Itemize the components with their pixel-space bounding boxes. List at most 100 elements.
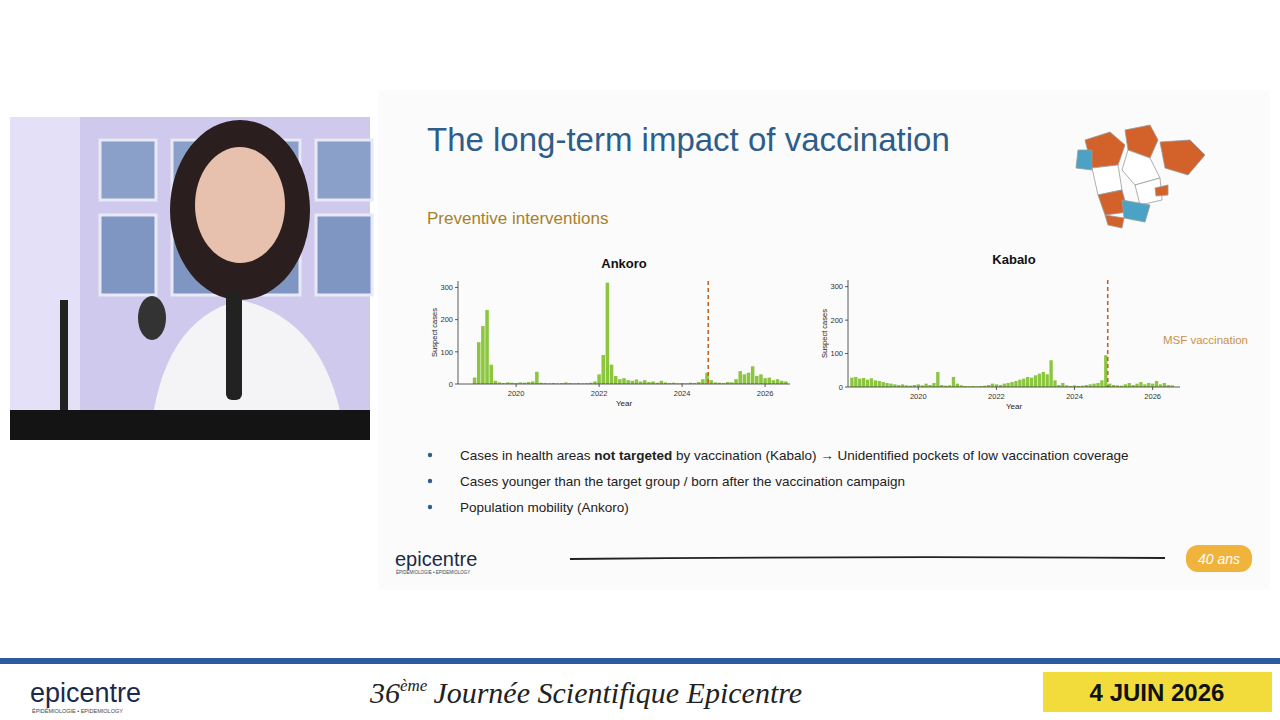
video-window [316, 215, 372, 295]
bar [755, 376, 759, 384]
bar [1100, 380, 1103, 387]
slide-subtitle: Preventive interventions [427, 209, 608, 228]
bar [759, 374, 763, 384]
bar [606, 283, 610, 384]
y-tick [845, 286, 848, 287]
bar [991, 384, 994, 387]
y-tick-label: 300 [440, 283, 453, 292]
bar [866, 380, 869, 387]
speaker-face [195, 147, 285, 263]
bar [1034, 375, 1037, 387]
slide-title: The long-term impact of vaccination [427, 121, 950, 158]
bar [701, 379, 705, 384]
bar [1022, 379, 1025, 387]
badge-text: 40 ans [1198, 551, 1240, 567]
x-tick-label: 2020 [910, 392, 927, 401]
y-tick-label: 100 [440, 348, 453, 357]
bar [874, 380, 877, 387]
bar [477, 342, 481, 384]
x-tick-label: 2026 [757, 389, 774, 398]
x-tick [599, 384, 600, 387]
bar [734, 379, 738, 384]
bar [1147, 383, 1150, 387]
chart-title: Kabalo [992, 252, 1035, 267]
bullet-dot [428, 479, 432, 483]
y-tick-label: 0 [839, 383, 843, 392]
bar [1061, 383, 1064, 387]
y-tick-label: 200 [440, 315, 453, 324]
y-tick [455, 319, 458, 320]
x-tick-label: 2024 [674, 389, 691, 398]
bar [885, 383, 888, 387]
bar [763, 378, 767, 384]
y-tick [455, 384, 458, 385]
x-tick [682, 384, 683, 387]
bar [1092, 384, 1095, 387]
bar [1124, 384, 1127, 387]
bullet-part: Cases in health areas [460, 448, 594, 463]
reference-line [1107, 280, 1109, 387]
x-axis-title: Year [1006, 402, 1023, 411]
mic [226, 290, 242, 400]
bar [743, 374, 747, 384]
bar [893, 384, 896, 387]
x-tick [516, 384, 517, 387]
bar [597, 374, 601, 384]
x-tick [1152, 387, 1153, 390]
y-tick-label: 0 [449, 380, 453, 389]
x-tick-label: 2024 [1066, 392, 1083, 401]
chart: Ankoro01002003002020202220242026YearSusp… [430, 256, 790, 408]
bar [881, 382, 884, 387]
bar [626, 380, 630, 384]
date-box [1043, 672, 1272, 712]
y-tick [845, 320, 848, 321]
bar [1143, 384, 1146, 387]
bar [870, 378, 873, 387]
x-axis-line [848, 387, 1180, 388]
bar [1135, 384, 1138, 387]
speaker-video [10, 117, 372, 440]
y-tick-label: 200 [830, 316, 843, 325]
slide-logo: epicentre [395, 548, 477, 570]
x-tick-label: 2022 [988, 392, 1005, 401]
bar [481, 326, 485, 384]
slide-bg [378, 90, 1270, 590]
bar [1151, 384, 1154, 387]
bar [850, 378, 853, 387]
bar [1026, 377, 1029, 387]
map-region [1155, 185, 1168, 196]
x-tick-label: 2020 [508, 389, 525, 398]
bar [1163, 383, 1166, 387]
bullet-bold: not targeted [594, 448, 672, 463]
y-axis-line [458, 281, 459, 384]
bar [601, 355, 605, 384]
video-window [100, 215, 156, 295]
y-axis-title: Suspect cases [430, 308, 439, 357]
speaker-hair [170, 120, 310, 300]
footer-date: 4 JUIN 2026 [1090, 679, 1225, 706]
bar [858, 379, 861, 387]
x-tick [1074, 387, 1075, 390]
mic-stand-head [138, 296, 166, 340]
map-region [1105, 215, 1124, 228]
footer-tagline: ÉPIDÉMIOLOGIE • EPIDEMIOLOGY [32, 708, 123, 714]
bar [776, 379, 780, 384]
bar [614, 376, 618, 384]
bar [1096, 383, 1099, 387]
map-region [1092, 165, 1122, 195]
x-tick-label: 2026 [1144, 392, 1161, 401]
reference-line [707, 281, 709, 384]
bullet-dot [428, 505, 432, 509]
chart: KabaloMSF vaccination0100200300202020222… [820, 252, 1248, 411]
bar [772, 380, 776, 384]
bar [1049, 360, 1052, 387]
chart-title: Ankoro [601, 256, 647, 271]
y-axis-line [848, 280, 849, 387]
bar [489, 365, 493, 384]
page: The long-term impact of vaccination Preve… [0, 0, 1280, 720]
footer-band [0, 658, 1280, 664]
y-axis-title: Suspect cases [820, 309, 829, 358]
bar [1139, 382, 1142, 387]
bar [1018, 380, 1021, 387]
x-axis-line [458, 384, 790, 385]
